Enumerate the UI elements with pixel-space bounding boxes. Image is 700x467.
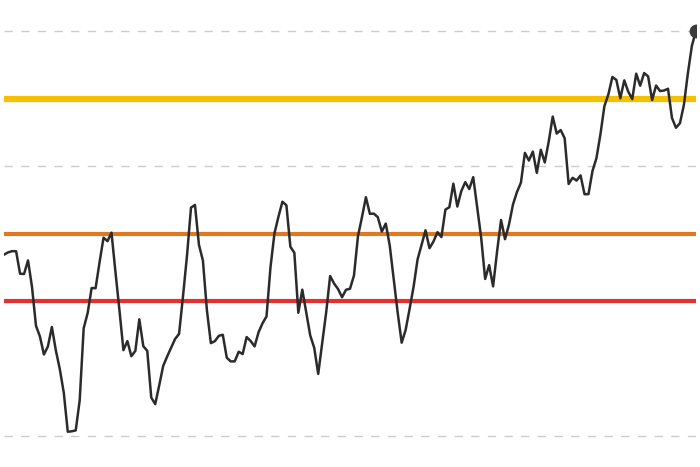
Point	[690, 28, 700, 35]
